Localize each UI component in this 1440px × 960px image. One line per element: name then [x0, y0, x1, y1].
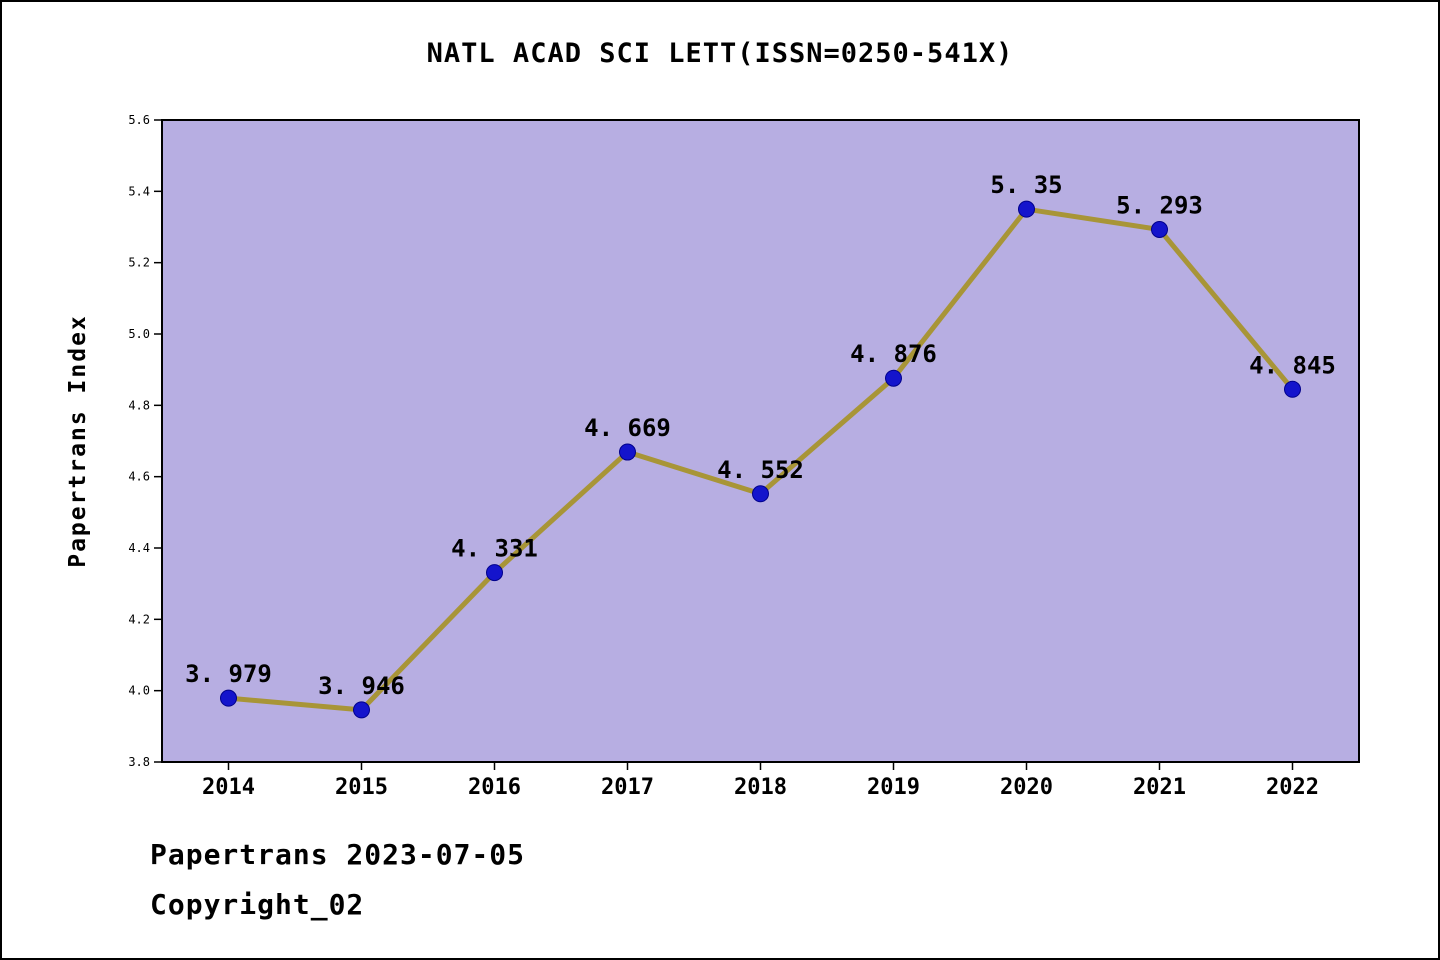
point-label: 5. 293 [1116, 191, 1203, 219]
point-label: 3. 979 [185, 660, 272, 688]
y-tick-label: 5.2 [128, 256, 150, 270]
chart-title: NATL ACAD SCI LETT(ISSN=0250-541X) [426, 38, 1014, 69]
data-point [752, 485, 769, 503]
x-tick-label: 2020 [1000, 775, 1053, 800]
y-tick-label: 4.0 [128, 684, 150, 698]
data-point [619, 443, 636, 461]
point-label: 4. 845 [1249, 351, 1336, 379]
x-tick-label: 2016 [468, 775, 521, 800]
y-axis-title: Papertrans Index [65, 314, 91, 568]
point-label: 5. 35 [990, 171, 1062, 199]
x-tick-label: 2014 [202, 775, 255, 800]
point-label: 4. 876 [850, 340, 937, 368]
y-tick-label: 5.4 [128, 184, 150, 198]
x-tick-label: 2017 [601, 775, 654, 800]
point-label: 3. 946 [318, 672, 405, 700]
point-label: 4. 552 [717, 456, 804, 484]
point-label: 4. 669 [584, 414, 671, 442]
x-tick-label: 2018 [734, 775, 787, 800]
data-point [220, 689, 237, 707]
y-tick-label: 4.8 [128, 398, 150, 412]
data-point [1284, 380, 1301, 398]
footer-copyright: Copyright_02 [150, 888, 365, 921]
x-tick-label: 2021 [1133, 775, 1186, 800]
y-tick-label: 5.6 [128, 113, 150, 127]
data-point [1151, 220, 1168, 238]
x-tick-label: 2022 [1266, 775, 1319, 800]
data-point [885, 369, 902, 387]
footer-date: Papertrans 2023-07-05 [150, 838, 526, 871]
y-tick-label: 3.8 [128, 755, 150, 769]
y-tick-label: 4.2 [128, 612, 150, 626]
x-tick-label: 2015 [335, 775, 388, 800]
x-tick-label: 2019 [867, 775, 920, 800]
y-tick-label: 4.4 [128, 541, 150, 555]
data-point [486, 564, 503, 582]
point-label: 4. 331 [451, 535, 538, 563]
y-tick-label: 5.0 [128, 327, 150, 341]
y-tick-label: 4.6 [128, 470, 150, 484]
data-point [353, 701, 370, 719]
data-point [1018, 200, 1035, 218]
